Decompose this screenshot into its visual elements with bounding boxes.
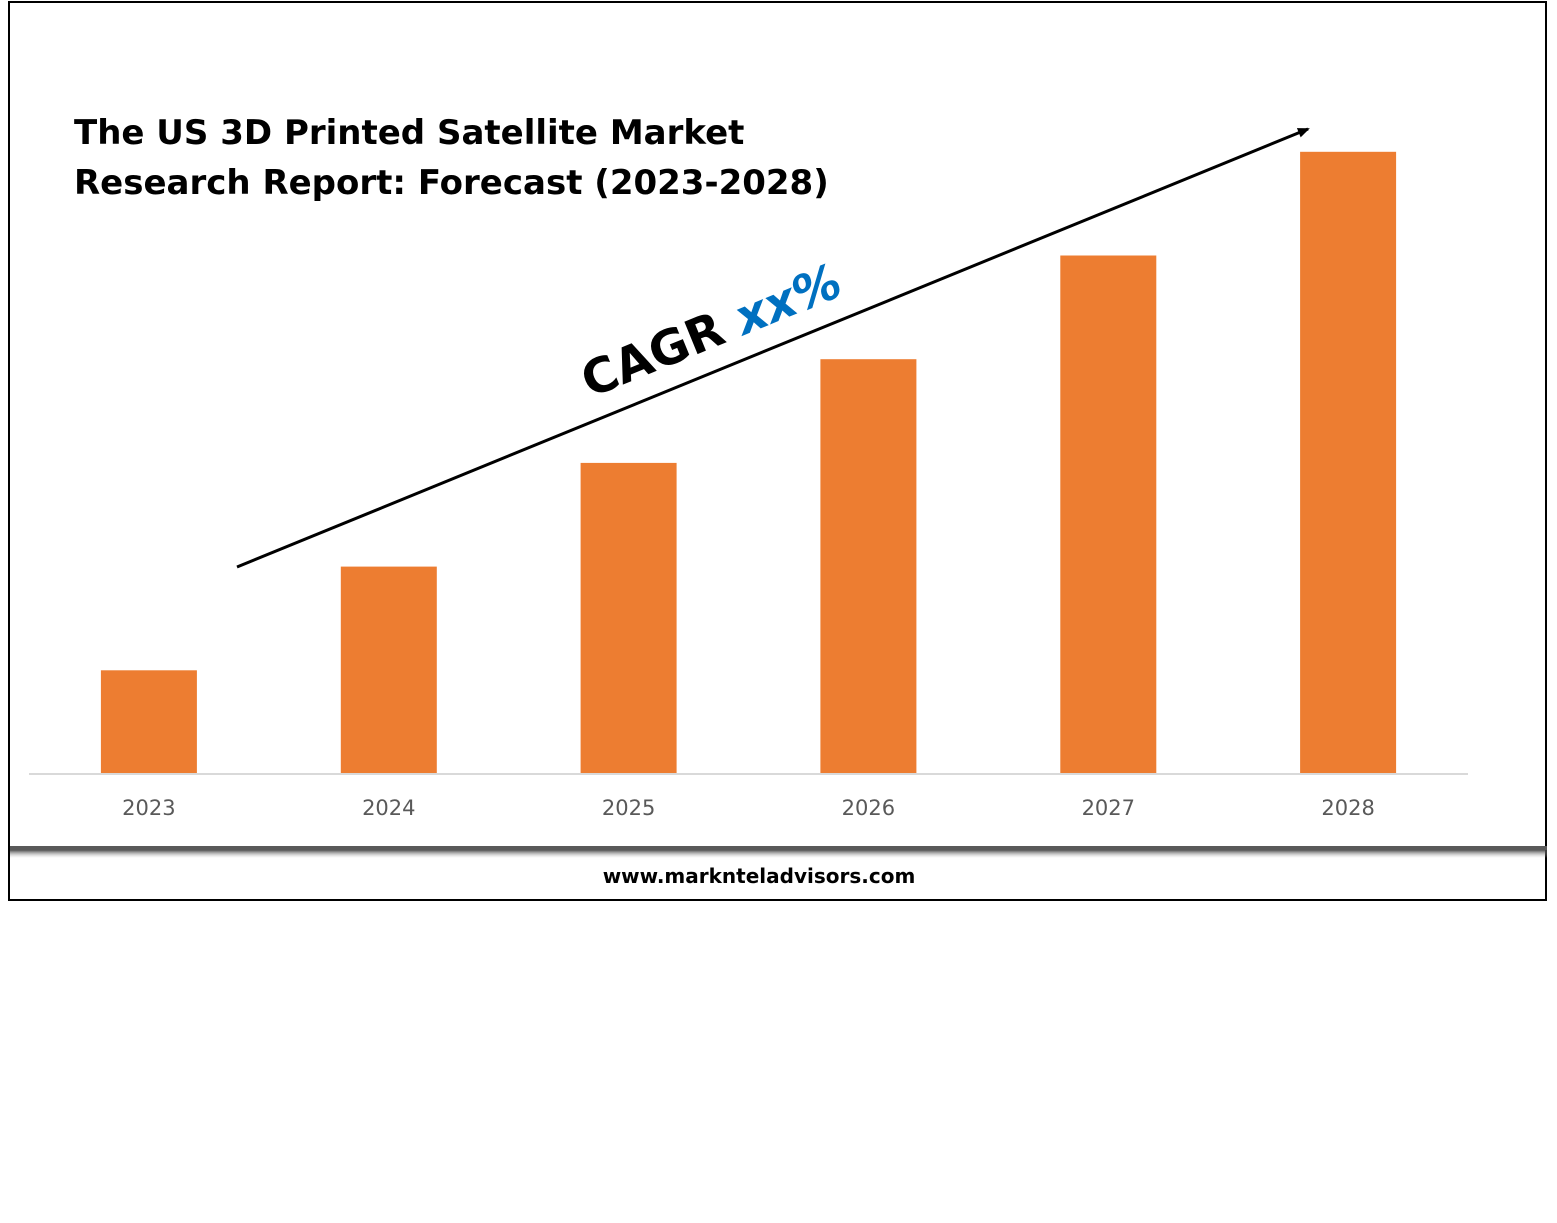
bar-2028 bbox=[1300, 151, 1397, 775]
chart-title-line-1: The US 3D Printed Satellite Market bbox=[74, 113, 744, 153]
bar-2023 bbox=[100, 670, 197, 774]
bar-2027 bbox=[1060, 255, 1157, 774]
x-tick-label-2025: 2025 bbox=[602, 796, 655, 820]
x-tick-labels: 2023 2024 2025 2026 2027 2028 bbox=[122, 796, 1375, 820]
bar-2026 bbox=[820, 359, 917, 774]
chart-title-line-2: Research Report: Forecast (2023-2028) bbox=[74, 163, 829, 203]
chart-frame bbox=[8, 1, 1547, 901]
cagr-value: xx% bbox=[725, 253, 850, 347]
growth-arrow bbox=[236, 127, 1310, 569]
x-tick-label-2026: 2026 bbox=[842, 796, 895, 820]
cagr-annotation: CAGR xx% bbox=[573, 253, 849, 409]
x-tick-label-2023: 2023 bbox=[122, 796, 175, 820]
x-tick-label-2024: 2024 bbox=[362, 796, 415, 820]
footer-url: www.marknteladvisors.com bbox=[603, 864, 916, 888]
x-tick-label-2027: 2027 bbox=[1082, 796, 1135, 820]
bar-2024 bbox=[340, 566, 437, 774]
bars-group bbox=[100, 151, 1397, 775]
bar-2025 bbox=[580, 462, 677, 774]
x-tick-label-2028: 2028 bbox=[1321, 796, 1374, 820]
footer-divider-shadow bbox=[10, 850, 1547, 858]
cagr-prefix: CAGR bbox=[573, 295, 747, 409]
footer-divider bbox=[10, 846, 1547, 850]
